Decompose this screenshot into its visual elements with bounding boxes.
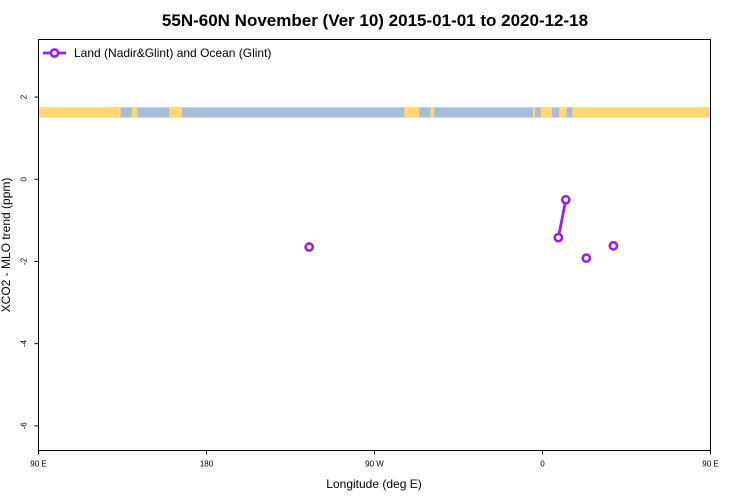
land-band	[572, 107, 711, 118]
y-tick-label: 0	[20, 176, 29, 181]
land-band	[131, 107, 138, 118]
x-tick-label: 0	[540, 460, 545, 469]
data-point	[608, 240, 619, 251]
land-band	[540, 107, 552, 118]
data-point	[560, 194, 571, 205]
y-axis-label: XCO2 - MLO trend (ppm)	[0, 178, 13, 313]
x-tick-label: 180	[200, 460, 214, 469]
series-line	[556, 199, 568, 238]
legend-label: Land (Nadir&Glint) and Ocean (Glint)	[74, 46, 271, 60]
ocean-band	[38, 107, 711, 118]
land-band	[38, 107, 121, 118]
y-tick-label: -4	[20, 340, 29, 348]
y-axis: 2 0 -2 -4 -6	[20, 94, 39, 429]
land-band	[533, 107, 536, 118]
x-tick-label: 90 W	[365, 460, 384, 469]
x-tick-label: 90 E	[702, 460, 718, 469]
y-tick-label: -6	[20, 422, 29, 430]
y-tick-label: -2	[20, 257, 29, 265]
data-point	[581, 253, 592, 264]
y-tick-label: 2	[20, 94, 29, 99]
legend: Land (Nadir&Glint) and Ocean (Glint)	[43, 46, 271, 60]
legend-marker	[49, 48, 60, 58]
x-tick-label: 90 E	[30, 460, 46, 469]
series-layer	[304, 194, 619, 264]
land-band	[559, 107, 567, 118]
data-point	[304, 242, 315, 252]
x-axis-label: Longitude (deg E)	[326, 477, 421, 491]
land-band	[169, 107, 183, 118]
land-band	[430, 107, 435, 118]
data-point	[553, 232, 564, 243]
land-ocean-strip	[38, 107, 711, 118]
plot-frame	[38, 39, 711, 451]
land-band	[404, 107, 420, 118]
x-axis: 90 E 180 90 W 0 90 E	[30, 450, 719, 469]
chart-title: 55N-60N November (Ver 10) 2015-01-01 to …	[162, 11, 588, 30]
